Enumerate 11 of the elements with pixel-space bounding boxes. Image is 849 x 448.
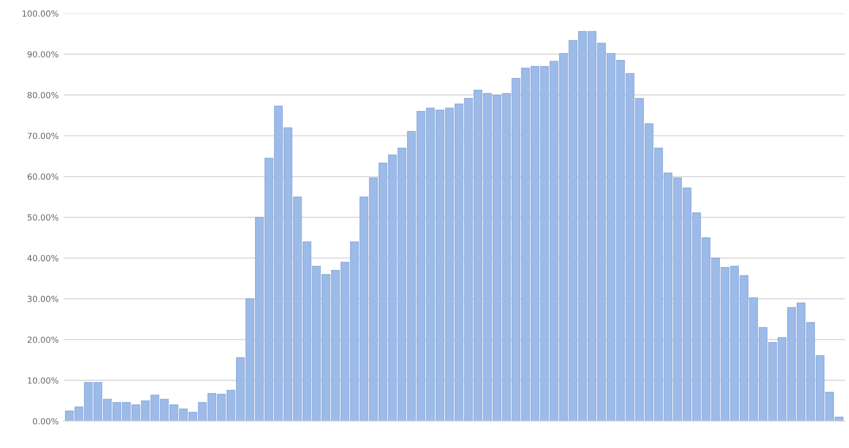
y-tick-label: 40.00%	[27, 255, 58, 262]
y-tick-label: 20.00%	[28, 336, 58, 343]
y-tick-label: 80.00%	[28, 92, 58, 98]
y-tick-label: 90.00%	[28, 51, 58, 58]
y-tick-label: 70.00%	[28, 132, 58, 140]
y-tick-label: 100.00%	[22, 10, 58, 17]
y-tick-label: 10.00%	[28, 377, 58, 384]
y-tick-label: 0.00%	[32, 418, 58, 424]
y-tick-label: 50.00%	[28, 214, 58, 221]
y-tick-label: 30.00%	[28, 296, 58, 302]
y-tick-label: 60.00%	[28, 173, 58, 180]
